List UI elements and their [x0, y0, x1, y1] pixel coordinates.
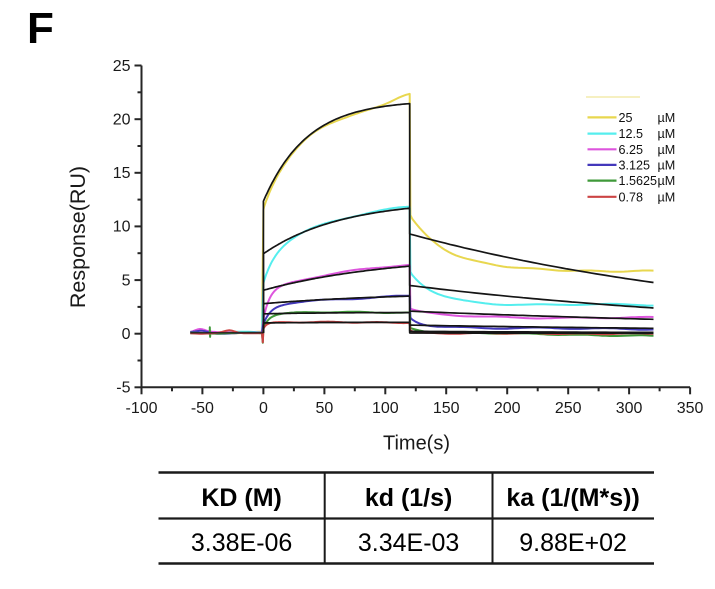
svg-text:0: 0 — [259, 400, 268, 417]
svg-text:Time(s): Time(s) — [383, 433, 450, 455]
svg-text:ka (1/(M*s)): ka (1/(M*s)) — [506, 484, 639, 512]
svg-text:3.34E-03: 3.34E-03 — [358, 529, 459, 557]
svg-text:3.125: 3.125 — [619, 159, 651, 173]
svg-text:kd (1/s): kd (1/s) — [365, 484, 453, 512]
svg-text:10: 10 — [113, 219, 131, 236]
svg-text:100: 100 — [372, 400, 399, 417]
svg-text:1.5625: 1.5625 — [619, 174, 658, 188]
svg-text:µM: µM — [658, 190, 676, 204]
svg-text:20: 20 — [113, 112, 131, 129]
svg-text:250: 250 — [555, 400, 582, 417]
svg-text:µM: µM — [658, 111, 676, 125]
svg-text:µM: µM — [658, 159, 676, 173]
svg-text:Response(RU): Response(RU) — [66, 166, 90, 308]
svg-text:µM: µM — [658, 143, 676, 157]
svg-text:300: 300 — [616, 400, 643, 417]
svg-text:6.25: 6.25 — [619, 143, 644, 157]
svg-text:12.5: 12.5 — [619, 127, 644, 141]
svg-text:-5: -5 — [116, 380, 130, 397]
svg-text:25: 25 — [619, 111, 633, 125]
svg-text:µM: µM — [658, 174, 676, 188]
svg-text:50: 50 — [316, 400, 334, 417]
svg-text:3.38E-06: 3.38E-06 — [191, 529, 292, 557]
svg-text:9.88E+02: 9.88E+02 — [519, 529, 627, 557]
svg-text:-100: -100 — [125, 400, 157, 417]
svg-text:0: 0 — [122, 326, 131, 343]
svg-text:0.78: 0.78 — [619, 190, 644, 204]
svg-text:200: 200 — [494, 400, 521, 417]
svg-text:350: 350 — [677, 400, 704, 417]
svg-text:15: 15 — [113, 165, 131, 182]
svg-text:5: 5 — [122, 272, 131, 289]
svg-text:25: 25 — [113, 58, 131, 75]
svg-text:-50: -50 — [191, 400, 214, 417]
svg-text:F: F — [27, 4, 54, 53]
svg-text:µM: µM — [658, 127, 676, 141]
svg-text:KD (M): KD (M) — [201, 484, 282, 512]
svg-text:150: 150 — [433, 400, 460, 417]
